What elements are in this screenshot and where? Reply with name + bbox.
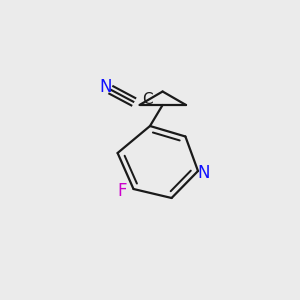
Text: N: N	[198, 164, 210, 181]
Text: F: F	[117, 182, 127, 200]
Text: N: N	[100, 78, 112, 96]
Text: C: C	[142, 92, 152, 107]
